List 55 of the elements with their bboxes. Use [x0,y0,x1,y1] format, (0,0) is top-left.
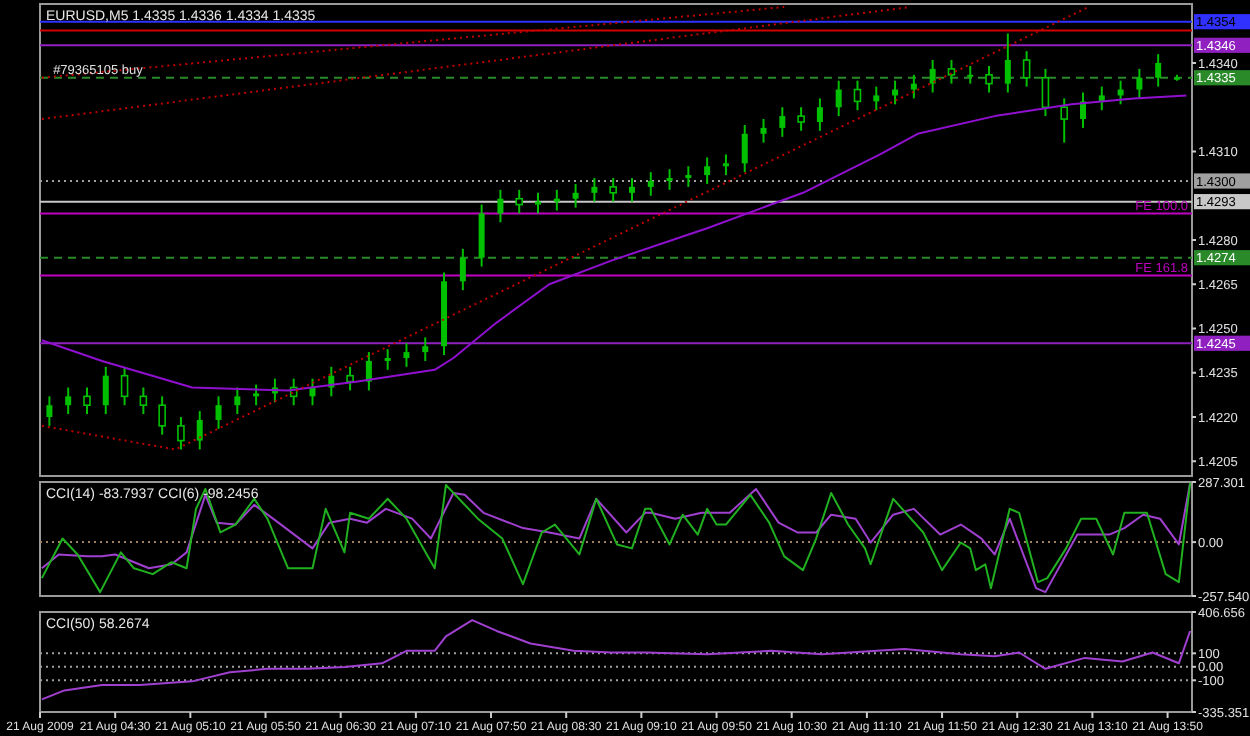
candlestick [929,59,936,94]
candlestick [1155,53,1162,88]
candlestick [628,177,635,203]
candlestick [65,386,72,416]
candlestick [647,171,654,197]
candlestick [1098,85,1105,112]
candlestick [384,348,391,371]
candlestick [459,247,466,292]
candlestick [666,168,673,191]
candlestick [779,106,786,138]
candlestick [83,386,91,416]
candlestick [234,386,241,416]
candlestick [365,351,372,392]
candlestick [685,165,692,188]
candlestick [102,365,109,416]
candlestick [346,365,354,392]
candlestick [741,123,748,174]
candlestick [478,203,485,268]
candlestick [497,188,504,224]
candlestick [835,79,842,118]
line-series [40,619,1192,701]
candlestick [722,153,729,177]
candlestick [609,177,617,203]
candlestick [422,336,429,362]
candlestick [591,177,598,203]
candlestick [1041,67,1050,118]
candlestick [158,395,166,436]
candlestick [760,118,767,144]
line-series [40,482,1192,594]
candlestick [1060,97,1069,144]
candlestick [403,342,410,368]
candlestick [704,156,711,185]
candlestick [853,79,862,112]
candlestick [535,191,542,215]
candlestick [1080,91,1086,129]
candlestick [572,182,579,209]
candlestick [177,416,185,451]
candlestick [797,106,805,132]
candlestick [196,410,203,451]
candlestick [253,383,260,407]
candlestick [139,386,148,416]
candlestick [985,64,993,94]
candlestick [515,188,524,215]
candlestick [873,85,880,112]
candlestick [816,97,823,132]
candlestick [910,73,917,100]
candlestick [215,395,222,430]
candlestick [120,365,129,407]
candlestick [967,64,974,85]
candlestick [553,188,560,212]
candlestick [1022,50,1031,88]
candlestick [1004,32,1011,94]
candlestick [46,395,53,427]
candlestick [1136,67,1143,100]
candlestick [947,59,956,85]
